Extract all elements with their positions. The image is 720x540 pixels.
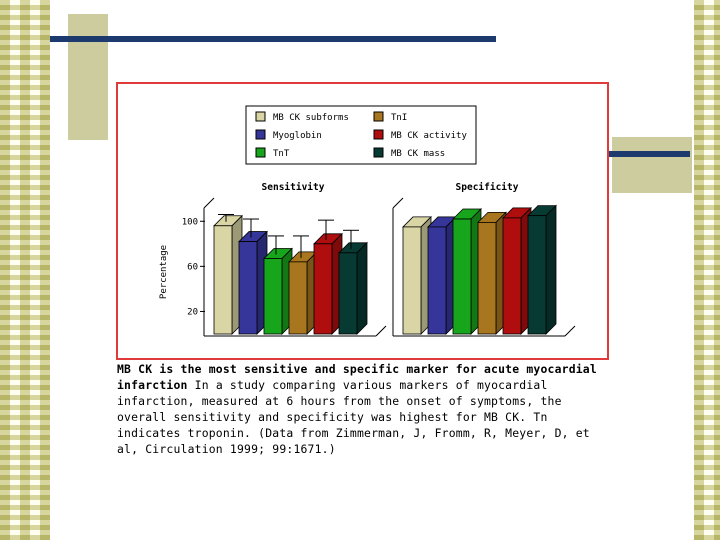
legend-swatch (255, 111, 266, 122)
group-label: Sensitivity (262, 182, 325, 193)
bar (338, 252, 358, 335)
decorative-pattern-left (0, 0, 50, 540)
legend-label: MB CK mass (391, 149, 445, 159)
bar (238, 241, 258, 335)
bar-side (356, 241, 368, 335)
legend-label: MB CK activity (391, 131, 467, 141)
axis-floor-edge (375, 325, 387, 337)
bar-chart: MB CK subforms TnI Myoglobin MB CK activity… (159, 105, 576, 337)
bar-side (545, 204, 557, 335)
legend-swatch (373, 111, 384, 122)
group-label: Specificity (456, 182, 519, 193)
decorative-navy-rule (50, 36, 496, 42)
bar (213, 225, 233, 335)
legend-box (245, 105, 477, 165)
legend-label: MB CK subforms (273, 113, 349, 123)
legend-swatch (373, 129, 384, 140)
caption-title: MB CK is the most sensitive and specific… (117, 362, 597, 392)
bar (288, 261, 308, 335)
bar (477, 221, 497, 335)
figure-frame: MB CK subforms TnI Myoglobin MB CK activity… (116, 82, 609, 360)
bar (527, 215, 547, 335)
y-tick-label: 20 (187, 307, 198, 317)
axis-wall-top (392, 197, 404, 209)
decorative-olive-block-right (612, 137, 692, 193)
axis-wall-top (203, 197, 215, 209)
decorative-pattern-right (694, 0, 720, 540)
legend-swatch (255, 147, 266, 158)
bar (502, 217, 522, 335)
legend-swatch (255, 129, 266, 140)
bar (402, 226, 422, 335)
y-tick-label: 100 (182, 217, 198, 227)
legend-label: TnT (273, 149, 290, 159)
y-axis-label: Percentage (159, 245, 169, 299)
bar (263, 258, 283, 335)
legend-swatch (373, 147, 384, 158)
decorative-navy-rule-right (605, 151, 690, 157)
axis-floor-edge (564, 325, 576, 337)
bar (427, 226, 447, 335)
bar (452, 218, 472, 335)
legend-label: TnI (391, 113, 407, 123)
bar (313, 243, 333, 335)
figure-caption: MB CK is the most sensitive and specific… (117, 361, 607, 457)
legend-label: Myoglobin (273, 131, 322, 141)
decorative-olive-block (68, 14, 108, 140)
caption-body: In a study comparing various markers of … (117, 378, 590, 456)
y-tick-label: 60 (187, 262, 198, 272)
